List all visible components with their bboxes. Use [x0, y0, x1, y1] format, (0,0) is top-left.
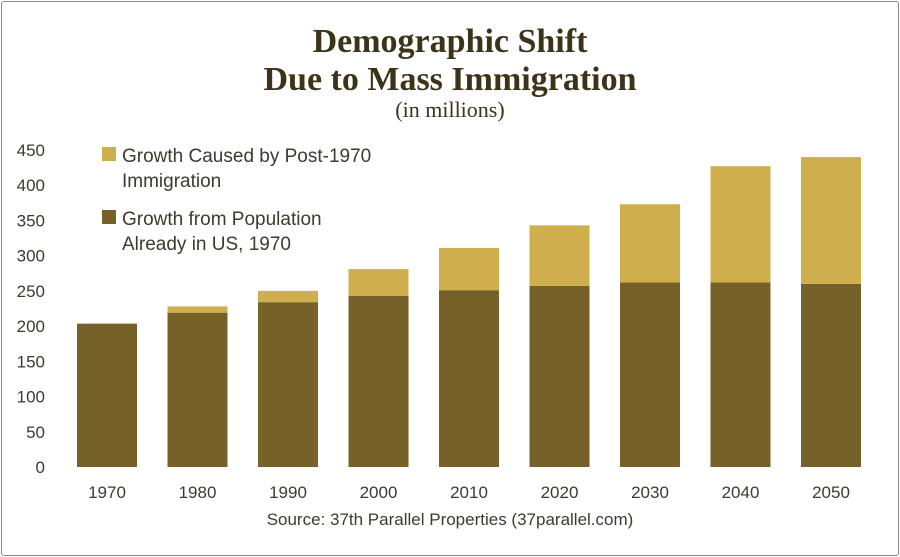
x-tick-label-2000: 2000	[360, 483, 398, 502]
bar-immigration-2010	[439, 247, 499, 291]
y-tick-label-450: 450	[17, 141, 45, 160]
chart-subtitle: (in millions)	[395, 97, 505, 122]
y-tick-label-300: 300	[17, 247, 45, 266]
y-tick-label-0: 0	[36, 458, 45, 477]
bar-immigration-2000	[348, 269, 409, 296]
x-tick-label-2040: 2040	[722, 483, 760, 502]
bar-existing-population-1990	[258, 302, 318, 467]
x-tick-label-2010: 2010	[450, 483, 488, 502]
legend-label-existing-line2: Already in US, 1970	[122, 234, 291, 255]
bar-existing-population-2050	[801, 283, 861, 467]
legend-label-immigration-line2: Immigration	[122, 171, 221, 192]
bar-immigration-2030	[620, 204, 680, 283]
x-tick-label-1970: 1970	[88, 483, 126, 502]
bar-immigration-1980	[167, 306, 228, 313]
legend-label-existing-line1: Growth from Population	[122, 209, 322, 230]
bar-existing-population-2040	[710, 282, 771, 467]
legend-label-immigration-line1: Growth Caused by Post-1970	[122, 146, 371, 167]
y-tick-label-200: 200	[17, 317, 45, 336]
bar-immigration-1990	[258, 290, 318, 303]
chart-title-line2: Due to Mass Immigration	[263, 61, 637, 98]
bar-existing-population-1980	[167, 312, 228, 467]
bar-existing-population-1970	[77, 323, 137, 467]
y-tick-label-400: 400	[17, 176, 45, 195]
bar-existing-population-2000	[348, 295, 409, 467]
x-tick-label-2030: 2030	[631, 483, 669, 502]
bar-immigration-2020	[529, 225, 590, 286]
x-tick-label-2050: 2050	[812, 483, 850, 502]
x-tick-label-2020: 2020	[541, 483, 579, 502]
bar-existing-population-2030	[620, 282, 680, 467]
y-tick-label-350: 350	[17, 211, 45, 230]
chart-title-line1: Demographic Shift	[312, 23, 588, 60]
y-tick-label-150: 150	[17, 352, 45, 371]
x-tick-label-1980: 1980	[179, 483, 217, 502]
legend-swatch-immigration	[102, 147, 116, 161]
bar-immigration-2050	[801, 157, 861, 284]
bar-immigration-2040	[710, 166, 771, 283]
bar-existing-population-2010	[439, 290, 499, 467]
y-tick-label-50: 50	[26, 423, 45, 442]
chart-source: Source: 37th Parallel Properties (37para…	[266, 510, 634, 529]
bar-existing-population-2020	[529, 285, 590, 467]
bar-immigration-1970	[77, 323, 137, 324]
legend-swatch-existing-population	[102, 210, 116, 224]
x-tick-label-1990: 1990	[269, 483, 307, 502]
y-tick-label-100: 100	[17, 388, 45, 407]
y-tick-label-250: 250	[17, 282, 45, 301]
